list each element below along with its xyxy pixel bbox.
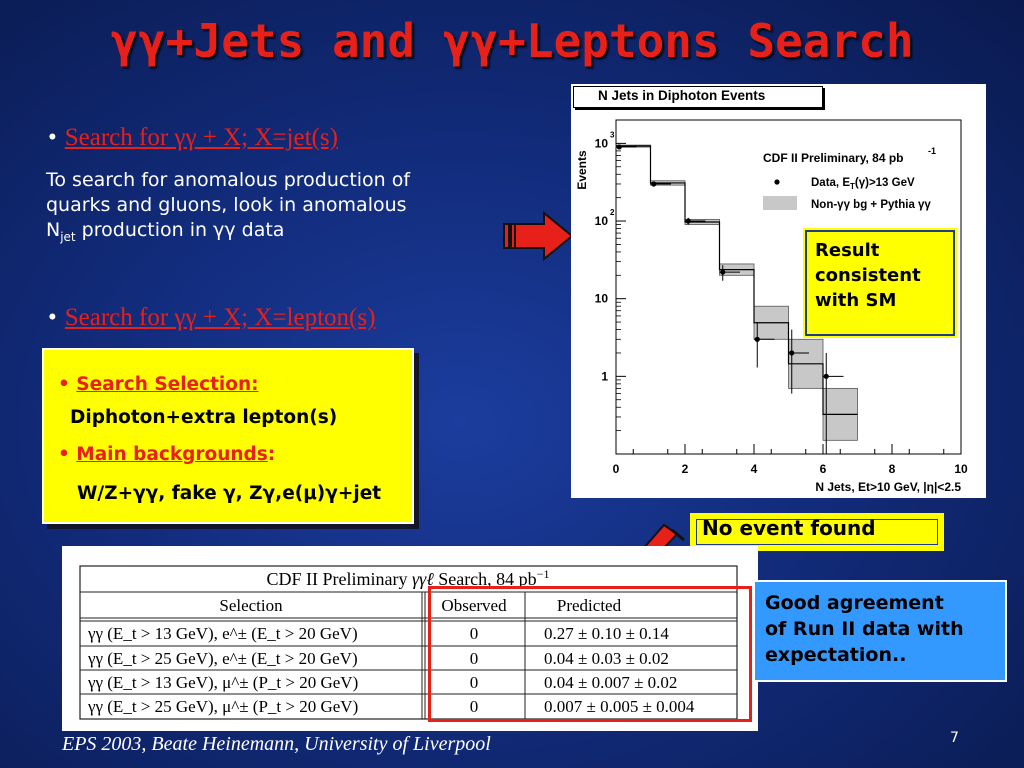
x-tick-label: 2 [682, 462, 689, 476]
data-point [823, 373, 829, 379]
caption-superscript: −1 [537, 567, 550, 581]
arrow-to-plot-icon [503, 210, 574, 262]
bullet-dot-icon: • [58, 444, 70, 465]
table-caption: CDF II Preliminary γγℓ Search, 84 pb−1 [267, 567, 550, 589]
caption-symbol: γγℓ [412, 569, 434, 589]
data-point [720, 269, 726, 275]
footer-citation: EPS 2003, Beate Heinemann, University of… [62, 733, 491, 755]
description-line-1: To search for anomalous production of [46, 169, 411, 191]
prediction-step-line [616, 145, 858, 415]
cell-observed: 0 [470, 673, 479, 692]
result-line-1: Result [815, 240, 880, 261]
description-line-2: quarks and gluons, look in anomalous [46, 194, 407, 216]
bullet-leptons-search: • Search for γγ + X; X=lepton(s) [48, 304, 375, 332]
y-tick-exponent: 2 [610, 208, 615, 217]
description-line-3-text: production in γγ data [75, 219, 285, 241]
cell-selection: γγ (E_t > 25 GeV), e^± (E_t > 20 GeV) [87, 649, 358, 668]
cell-observed: 0 [470, 624, 479, 643]
slide-title: γγ+Jets and γγ+Leptons Search [110, 14, 914, 68]
cell-predicted: 0.007 ± 0.005 ± 0.004 [544, 697, 695, 716]
agreement-line-2: of Run II data with [765, 618, 964, 640]
plot-title: N Jets in Diphoton Events [598, 88, 766, 103]
page-number: 7 [950, 730, 959, 746]
description-line-3: Njet production in γγ data [46, 218, 536, 250]
result-line-2: consistent [815, 265, 921, 286]
cell-predicted: 0.27 ± 0.10 ± 0.14 [544, 624, 669, 643]
caption-pre: CDF II Preliminary [267, 569, 413, 589]
result-line-3: with SM [815, 290, 897, 311]
bullet-jets-search: • Search for γγ + X; X=jet(s) [48, 124, 338, 152]
selection-box: • Search Selection: Diphoton+extra lepto… [42, 348, 414, 524]
header-predicted: Predicted [557, 596, 622, 615]
search-selection-row: • Search Selection: [58, 374, 259, 395]
bullet-dot-icon: • [48, 124, 57, 151]
bullet-leptons-text: Search for γγ + X; X=lepton(s) [64, 304, 376, 331]
legend-dot-icon [774, 179, 780, 185]
y-tick-label: 10 [595, 136, 609, 150]
no-event-box: No event found [690, 513, 944, 551]
data-point [789, 350, 795, 356]
highlight-frame [428, 586, 752, 722]
table-rows: γγ (E_t > 13 GeV), e^± (E_t > 20 GeV) 0 0.… [87, 624, 695, 716]
agreement-line-3: expectation.. [765, 644, 907, 666]
x-tick-label: 8 [889, 462, 896, 476]
x-tick-label: 10 [954, 462, 968, 476]
lepton-search-table: CDF II Preliminary γγℓ Search, 84 pb−1 S… [62, 546, 758, 731]
no-event-inner-frame [696, 519, 938, 545]
bullet-dot-icon: • [48, 304, 57, 331]
legend-band-label: Non-γγ bg + Pythia γγ [811, 199, 931, 211]
search-selection-label: Search Selection: [76, 374, 259, 395]
bullet-dot-icon: • [58, 374, 70, 395]
x-axis-label: N Jets, Et>10 GeV, |η|<2.5 [815, 480, 961, 494]
good-agreement-box: Good agreement of Run II data with expec… [753, 580, 1007, 682]
cell-selection: γγ (E_t > 13 GeV), μ^± (P_t > 20 GeV) [87, 673, 358, 692]
main-backgrounds-row: • Main backgrounds: [58, 444, 275, 465]
data-point [685, 218, 691, 224]
data-point [651, 181, 657, 187]
y-tick-label: 1 [601, 369, 608, 383]
no-event-text: No event found [702, 516, 876, 540]
y-axis-label: Events [575, 150, 589, 190]
cell-selection: γγ (E_t > 13 GeV), e^± (E_t > 20 GeV) [87, 624, 358, 643]
legend-band-icon [763, 196, 797, 210]
legend-data-label: Data, ET(γ)>13 GeV [811, 177, 915, 191]
x-tick-label: 4 [751, 462, 758, 476]
caption-post: Search, 84 pb [434, 569, 537, 589]
y-tick-label: 10 [595, 214, 609, 228]
header-selection: Selection [219, 596, 283, 615]
bullet-jets-text: Search for γγ + X; X=jet(s) [64, 124, 338, 151]
y-tick-label: 10 [595, 292, 609, 306]
plot-title-box: N Jets in Diphoton Events [573, 86, 823, 108]
lepton-search-table-svg: CDF II Preliminary γγℓ Search, 84 pb−1 S… [79, 565, 738, 720]
cell-observed: 0 [470, 649, 479, 668]
search-selection-value: Diphoton+extra lepton(s) [70, 407, 338, 428]
x-tick-label: 6 [820, 462, 827, 476]
main-backgrounds-colon: : [267, 444, 276, 465]
data-point [754, 336, 760, 342]
y-tick-exponent: 3 [610, 130, 615, 139]
njets-histogram: 0 2 4 6 8 10 10 3 10 2 10 1 Events N Jets, Et>10 GeV,… [571, 84, 986, 498]
plot-frame [615, 119, 962, 455]
plot-label: CDF II Preliminary, 84 pb [763, 151, 903, 165]
cell-selection: γγ (E_t > 25 GeV), μ^± (P_t > 20 GeV) [87, 697, 358, 716]
cell-predicted: 0.04 ± 0.007 ± 0.02 [544, 673, 677, 692]
cell-observed: 0 [470, 697, 479, 716]
main-backgrounds-label: Main backgrounds [76, 444, 268, 465]
x-tick-label: 0 [613, 462, 620, 476]
cell-predicted: 0.04 ± 0.03 ± 0.02 [544, 649, 669, 668]
header-observed: Observed [441, 596, 507, 615]
main-backgrounds-value: W/Z+γγ, fake γ, Zγ,e(μ)γ+jet [77, 483, 382, 504]
jets-description: To search for anomalous production of qu… [46, 168, 536, 250]
agreement-line-1: Good agreement [765, 592, 944, 614]
plot-label-superscript: -1 [928, 146, 936, 156]
njet-subscript: jet [60, 229, 76, 244]
result-consistent-box: Result consistent with SM [803, 228, 957, 338]
njet-symbol: N [46, 219, 61, 241]
